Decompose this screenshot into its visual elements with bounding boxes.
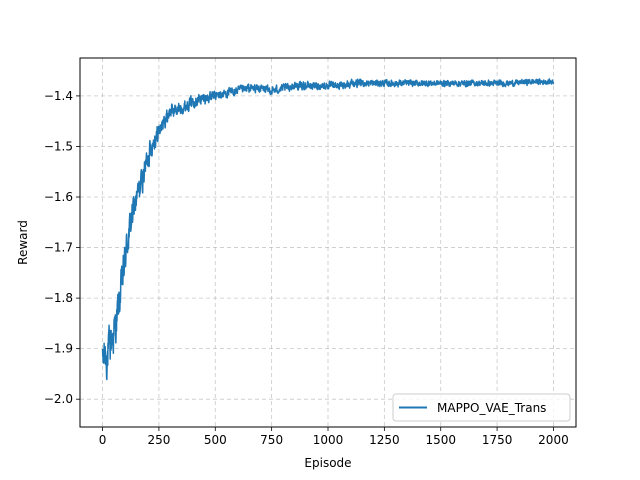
grid-lines: [80, 58, 576, 427]
legend: MAPPO_VAE_Trans: [392, 393, 571, 422]
y-axis-ticks: −2.0 −1.9 −1.8 −1.7 −1.6 −1.5 −1.4: [44, 89, 80, 406]
y-tick-label: −2.0: [44, 392, 73, 406]
x-tick-label: 1750: [482, 433, 513, 447]
x-tick-label: 1250: [369, 433, 400, 447]
x-tick-label: 750: [260, 433, 283, 447]
x-tick-label: 2000: [538, 433, 569, 447]
y-tick-label: −1.7: [44, 241, 73, 255]
x-axis-label: Episode: [304, 456, 351, 470]
x-tick-label: 1500: [425, 433, 456, 447]
y-tick-label: −1.6: [44, 190, 73, 204]
x-tick-label: 1000: [313, 433, 344, 447]
x-axis-ticks: 0 250 500 750 1000 1250 1500 1750 2000: [99, 427, 569, 447]
y-tick-label: −1.4: [44, 89, 73, 103]
y-tick-label: −1.5: [44, 139, 73, 153]
x-tick-label: 250: [147, 433, 170, 447]
y-tick-label: −1.8: [44, 291, 73, 305]
y-tick-label: −1.9: [44, 342, 73, 356]
plot-area: [101, 78, 555, 381]
y-axis-label: Reward: [16, 220, 30, 265]
series-line-MAPPO_VAE_Trans: [101, 78, 555, 381]
legend-label: MAPPO_VAE_Trans: [437, 401, 546, 415]
x-tick-label: 0: [99, 433, 107, 447]
legend-box: [392, 393, 571, 422]
x-tick-label: 500: [204, 433, 227, 447]
